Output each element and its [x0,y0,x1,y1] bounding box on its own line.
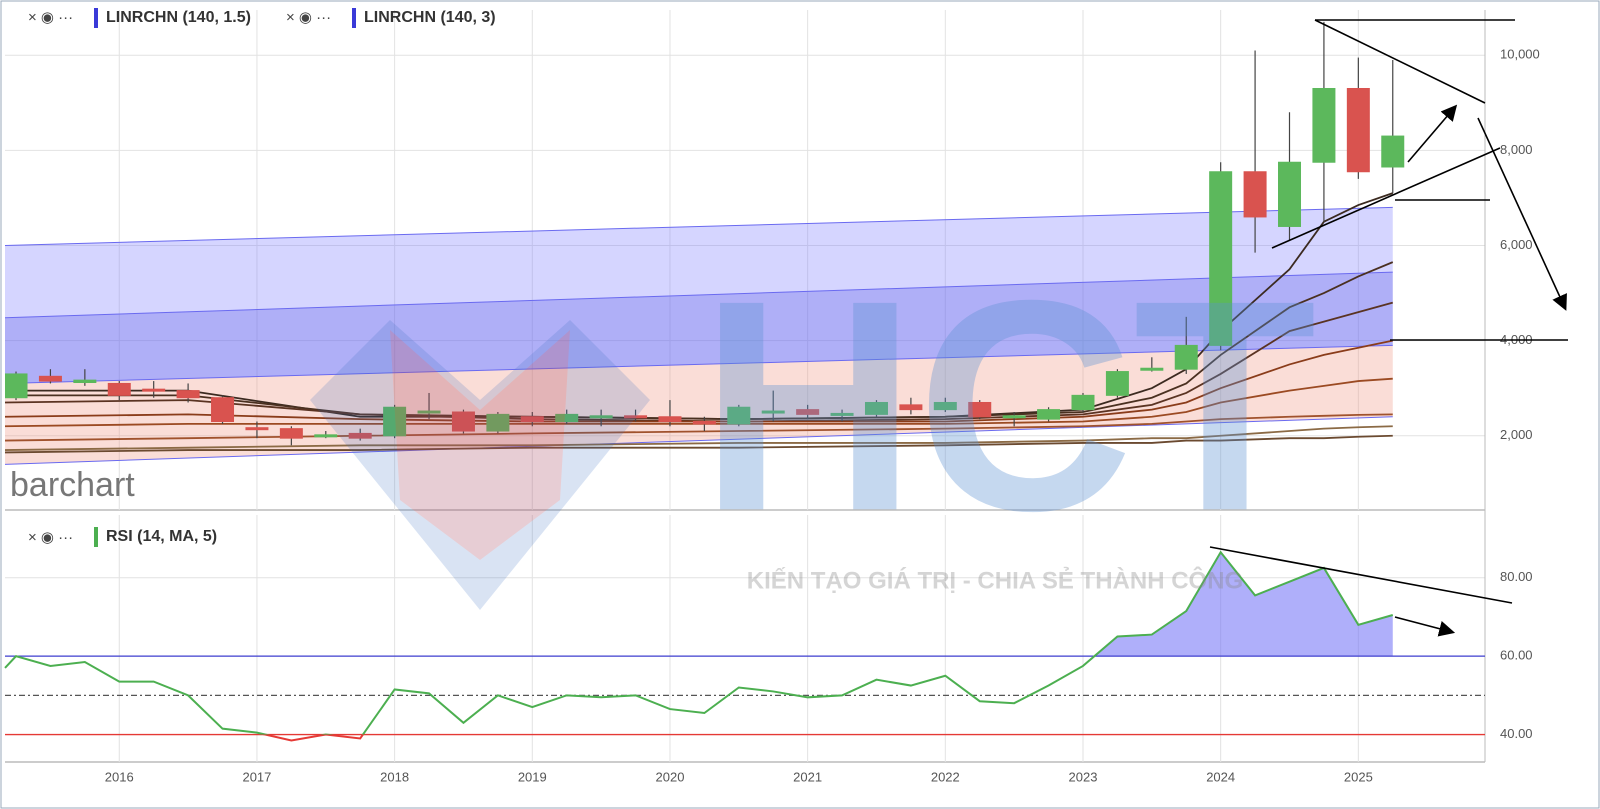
candle-body [1174,344,1198,370]
candle-body [1071,394,1095,411]
candle-body [1381,135,1405,168]
candle-body [486,413,510,432]
channel-line [5,271,1393,319]
candle-body [1312,87,1336,163]
candle-body [1209,171,1233,346]
plot: 2,0004,0006,0008,00010,00040.0060.0080.0… [4,10,1540,784]
y-tick-label: 10,000 [1500,47,1540,62]
y-tick-label: 6,000 [1500,237,1533,252]
annotations [1209,19,1568,637]
candle-body [5,373,28,399]
ma-line [5,434,1393,454]
candle-body [279,428,303,439]
x-tick-label: 2021 [793,769,822,784]
legend-icons: × ◉ ··· [286,9,331,26]
candle-body [1243,171,1267,218]
x-tick-label: 2019 [518,769,547,784]
y-tick-label: 8,000 [1500,142,1533,157]
candle-body [417,410,441,414]
candle-body [73,379,97,384]
channel-line [5,344,1393,384]
ma-line [5,425,1393,451]
arrow [1407,104,1458,163]
candle-body [1140,367,1164,371]
candle-body [1346,87,1370,173]
slogan: KIẾN TẠO GIÁ TRỊ - CHIA SẺ THÀNH CÔNG [747,565,1243,594]
candle-body [142,388,166,392]
legend-label: LINRCHN (140, 3) [364,9,496,26]
candle-body [864,401,888,415]
candle-body [1037,409,1061,420]
candle-body [899,404,923,411]
candle-body [314,434,338,438]
y-tick-label: 80.00 [1500,569,1533,584]
candle-body [761,410,785,414]
candle-body [589,415,613,419]
legend-icons: × ◉ ··· [28,529,73,546]
candle-body [968,401,992,418]
candle-body [658,416,682,423]
channel-band [5,207,1393,318]
price-layer [5,21,1405,465]
candle-body [830,412,854,416]
x-tick-label: 2018 [380,769,409,784]
candle-body [38,375,62,382]
y-tick-label: 40.00 [1500,726,1533,741]
legend-icons: × ◉ ··· [28,9,73,26]
brand: barchart [10,466,135,504]
candle-body [796,409,820,415]
channel-band [5,272,1393,384]
arrow [1394,616,1456,637]
trend-line [1314,19,1486,104]
x-tick-label: 2024 [1206,769,1235,784]
candle-body [555,413,579,423]
candle-body [692,421,716,425]
legend-swatch [94,8,98,28]
candle-body [520,416,544,423]
arrow [1477,117,1567,311]
candle-body [245,427,269,431]
rsi-area [1094,552,1393,657]
y-tick-label: 60.00 [1500,648,1533,663]
candle-body [1105,371,1129,396]
channel-line [5,416,1393,465]
legend-swatch [94,527,98,547]
x-tick-label: 2025 [1344,769,1373,784]
logo-diamond [390,330,570,560]
legend-label: RSI (14, MA, 5) [106,528,217,545]
legend-label: LINRCHN (140, 1.5) [106,9,251,26]
logo-diamond [310,320,650,610]
watermark: HCT KIẾN TẠO GIÁ TRỊ - CHIA SẺ THÀNH CÔN… [310,237,1317,610]
trend-line [1209,546,1513,604]
candle-body [933,401,957,411]
y-tick-label: 2,000 [1500,427,1533,442]
candle-body [211,397,235,423]
candle-body [727,406,751,425]
candle-body [1278,161,1302,227]
candle-body [624,415,648,419]
legend-swatch [352,8,356,28]
x-tick-label: 2016 [105,769,134,784]
candle-body [107,382,131,396]
logo-text: HCT [700,237,1317,573]
candle-body [383,406,407,437]
x-tick-label: 2022 [931,769,960,784]
channel-line [5,206,1393,246]
x-tick-label: 2023 [1069,769,1098,784]
candle-body [176,390,200,399]
legend: × ◉ ··· LINRCHN (140, 1.5) × ◉ ··· LINRC… [28,8,496,547]
candle-body [451,411,475,432]
rsi-line [4,550,1394,742]
x-tick-label: 2020 [656,769,685,784]
candle-body [1002,415,1026,419]
candle-body [348,432,372,439]
trend-line [1271,147,1501,249]
x-tick-label: 2017 [242,769,271,784]
